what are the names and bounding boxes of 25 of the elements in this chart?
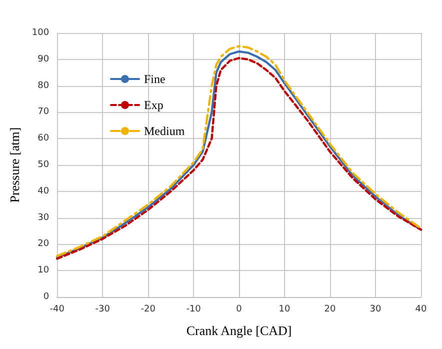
x-tick-label: 0: [236, 304, 242, 314]
x-tick-label: -30: [95, 304, 110, 314]
y-tick-label: 90: [38, 54, 50, 64]
legend-label: Fine: [144, 72, 166, 86]
x-axis-title: Crank Angle [CAD]: [186, 323, 292, 338]
x-tick-label: 40: [415, 304, 427, 314]
x-tick-label: 10: [278, 304, 291, 314]
y-tick-label: 80: [38, 80, 50, 91]
legend-label: Medium: [144, 124, 186, 138]
y-tick-label: 0: [43, 292, 50, 302]
x-tick-label: -10: [186, 304, 202, 314]
legend-label: Exp: [144, 98, 164, 112]
y-tick-label: 60: [38, 134, 50, 144]
x-tick-label: -40: [50, 304, 65, 314]
y-axis-title: Pressure [atm]: [7, 127, 22, 203]
y-tick-label: 20: [38, 239, 50, 250]
y-tick-label: 40: [38, 186, 50, 196]
y-tick-label: 30: [38, 212, 50, 223]
x-tick-label: -20: [140, 304, 156, 314]
y-tick-label: 50: [38, 160, 50, 170]
y-tick-label: 100: [32, 28, 50, 38]
y-tick-label: 70: [38, 107, 50, 118]
x-tick-label: 30: [370, 304, 382, 314]
y-tick-label: 10: [38, 266, 50, 276]
x-tick-label: 20: [324, 304, 336, 314]
